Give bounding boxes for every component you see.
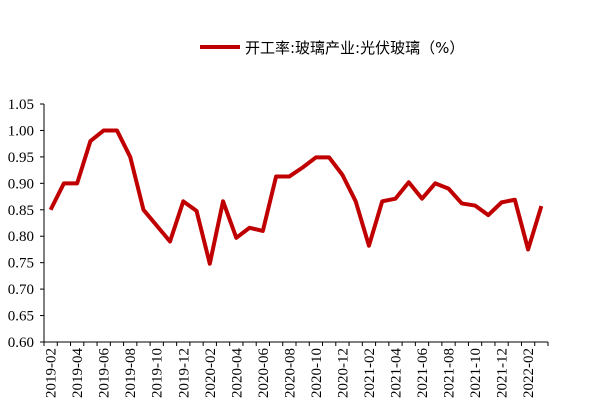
x-tick-label: 2020-08 bbox=[282, 348, 298, 398]
x-tick-label: 2021-08 bbox=[442, 348, 458, 398]
y-tick-label: 1.05 bbox=[8, 97, 34, 113]
y-tick-label: 0.65 bbox=[8, 309, 34, 325]
y-tick-label: 1.00 bbox=[8, 123, 34, 139]
x-tick-label: 2020-12 bbox=[335, 348, 351, 398]
y-tick-label: 0.80 bbox=[8, 229, 34, 245]
x-tick-label: 2021-10 bbox=[468, 348, 484, 398]
x-tick-label: 2021-04 bbox=[388, 348, 404, 398]
y-tick-label: 0.85 bbox=[8, 203, 34, 219]
x-tick-label: 2019-10 bbox=[150, 348, 166, 398]
x-tick-label: 2019-06 bbox=[97, 348, 113, 398]
y-tick-label: 0.60 bbox=[8, 335, 34, 351]
x-tick-label: 2020-06 bbox=[256, 348, 272, 398]
x-tick-label: 2022-02 bbox=[521, 348, 537, 398]
x-tick-label: 2019-08 bbox=[123, 348, 139, 398]
x-tick-label: 2021-12 bbox=[495, 348, 511, 398]
x-tick-label: 2021-06 bbox=[415, 348, 431, 398]
legend-label: 开工率:玻璃产业:光伏玻璃（%） bbox=[245, 39, 464, 57]
x-axis: 2019-02 2019-04 2019-06 2019-08 2019-10 2019-… bbox=[43, 341, 549, 398]
x-tick-label: 2020-02 bbox=[203, 348, 219, 398]
x-tick-label: 2020-04 bbox=[229, 348, 245, 398]
y-tick-label: 0.70 bbox=[8, 282, 34, 298]
x-tick-label: 2019-12 bbox=[176, 348, 192, 398]
y-tick-label: 0.95 bbox=[8, 150, 34, 166]
series-layer bbox=[48, 128, 544, 266]
x-tick-label: 2019-04 bbox=[70, 348, 86, 398]
x-tick-label: 2019-02 bbox=[44, 348, 60, 398]
series-line-0 bbox=[48, 128, 544, 266]
y-tick-label: 0.90 bbox=[8, 176, 34, 192]
legend: 开工率:玻璃产业:光伏玻璃（%） bbox=[200, 39, 464, 57]
x-tick-label: 2020-10 bbox=[309, 348, 325, 398]
y-tick-label: 0.75 bbox=[8, 256, 34, 272]
y-axis: 0.60 0.65 0.70 0.75 0.80 0.85 0.90 0.95 1.00 1.05 bbox=[8, 97, 45, 351]
x-tick-label: 2021-02 bbox=[362, 348, 378, 398]
